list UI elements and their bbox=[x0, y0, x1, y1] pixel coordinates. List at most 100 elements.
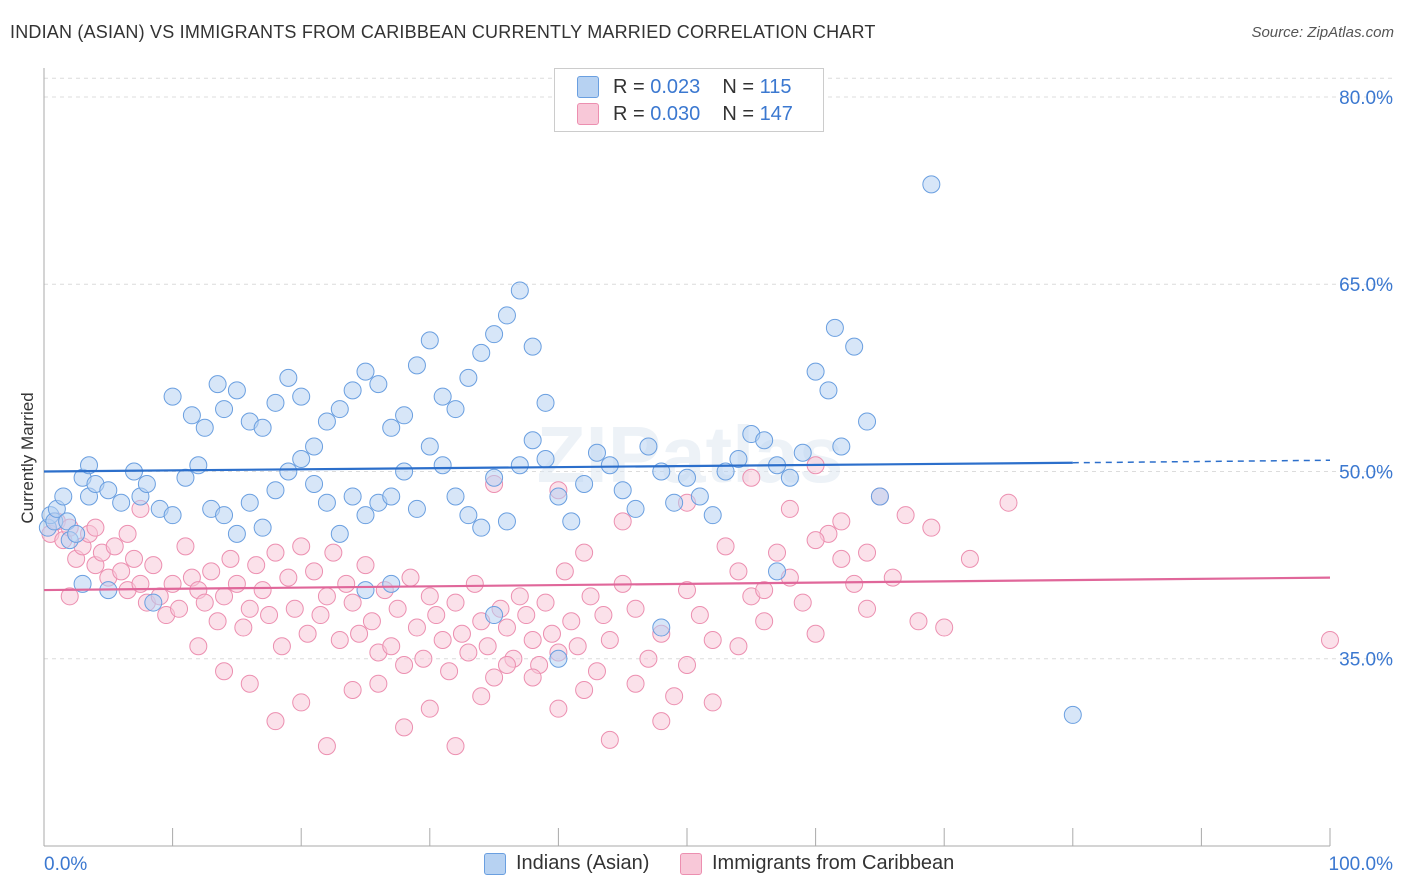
data-point-caribbean bbox=[832, 549, 851, 568]
data-point-indians bbox=[137, 474, 156, 493]
data-point-indians bbox=[253, 418, 272, 437]
data-point-caribbean bbox=[960, 549, 979, 568]
n-label: N = bbox=[722, 102, 760, 125]
data-point-indians bbox=[922, 175, 941, 194]
data-point-indians bbox=[485, 468, 504, 487]
data-point-indians bbox=[144, 593, 163, 612]
data-point-indians bbox=[163, 506, 182, 525]
data-point-indians bbox=[870, 487, 889, 506]
axes bbox=[43, 68, 1331, 847]
data-point-indians bbox=[768, 562, 787, 581]
data-point-caribbean bbox=[729, 562, 748, 581]
data-point-caribbean bbox=[452, 624, 471, 643]
data-point-caribbean bbox=[600, 730, 619, 749]
data-point-caribbean bbox=[780, 499, 799, 518]
data-point-caribbean bbox=[1321, 631, 1339, 650]
data-point-caribbean bbox=[523, 668, 542, 687]
data-point-indians bbox=[497, 306, 516, 325]
data-point-caribbean bbox=[337, 574, 356, 593]
data-point-indians bbox=[317, 412, 336, 431]
data-point-caribbean bbox=[613, 512, 632, 531]
data-point-caribbean bbox=[768, 543, 787, 562]
data-point-caribbean bbox=[247, 556, 266, 575]
data-point-indians bbox=[626, 499, 645, 518]
n-value: 147 bbox=[759, 102, 793, 125]
data-point-indians bbox=[330, 400, 349, 419]
r-value: 0.023 bbox=[650, 75, 701, 98]
legend-item-caribbean: Immigrants from Caribbean bbox=[680, 852, 954, 875]
data-point-caribbean bbox=[742, 468, 761, 487]
data-point-indians bbox=[292, 387, 311, 406]
data-point-indians bbox=[279, 368, 298, 387]
data-point-caribbean bbox=[240, 599, 259, 618]
data-point-indians bbox=[716, 462, 735, 481]
data-point-indians bbox=[215, 506, 234, 525]
data-point-caribbean bbox=[382, 637, 401, 656]
data-point-indians bbox=[227, 524, 246, 543]
data-point-indians bbox=[395, 406, 414, 425]
data-point-caribbean bbox=[317, 737, 336, 756]
data-point-indians bbox=[600, 456, 619, 475]
series-indians-points bbox=[38, 175, 1082, 724]
data-point-indians bbox=[832, 437, 851, 456]
data-point-indians bbox=[382, 487, 401, 506]
data-point-caribbean bbox=[433, 631, 452, 650]
data-point-caribbean bbox=[208, 612, 227, 631]
legend-label-caribbean: Immigrants from Caribbean bbox=[712, 852, 955, 874]
legend-item-indians: Indians (Asian) bbox=[484, 852, 649, 875]
series-caribbean-points bbox=[41, 456, 1339, 756]
data-point-caribbean bbox=[221, 549, 240, 568]
data-point-caribbean bbox=[202, 562, 221, 581]
data-point-caribbean bbox=[549, 699, 568, 718]
data-point-caribbean bbox=[446, 737, 465, 756]
data-point-indians bbox=[67, 524, 86, 543]
data-point-indians bbox=[208, 375, 227, 394]
data-point-caribbean bbox=[343, 680, 362, 699]
data-point-indians bbox=[793, 443, 812, 462]
data-point-indians bbox=[858, 412, 877, 431]
data-point-indians bbox=[356, 506, 375, 525]
data-point-caribbean bbox=[240, 674, 259, 693]
n-label: N = bbox=[722, 75, 760, 98]
data-point-indians bbox=[163, 387, 182, 406]
data-point-caribbean bbox=[594, 606, 613, 625]
data-point-indians bbox=[305, 437, 324, 456]
trend-lines bbox=[43, 459, 1331, 592]
data-point-caribbean bbox=[260, 606, 279, 625]
data-point-indians bbox=[510, 281, 529, 300]
data-point-indians bbox=[253, 518, 272, 537]
data-point-caribbean bbox=[292, 693, 311, 712]
data-point-indians bbox=[112, 493, 131, 512]
data-point-indians bbox=[1063, 705, 1082, 724]
data-point-caribbean bbox=[285, 599, 304, 618]
data-point-indians bbox=[407, 499, 426, 518]
data-point-caribbean bbox=[896, 506, 915, 525]
data-point-indians bbox=[549, 649, 568, 668]
data-point-indians bbox=[690, 487, 709, 506]
data-point-indians bbox=[227, 381, 246, 400]
legend-row-indians: R = 0.023 N = 115 bbox=[555, 74, 791, 100]
data-point-indians bbox=[639, 437, 658, 456]
data-point-caribbean bbox=[459, 643, 478, 662]
n-value: 115 bbox=[759, 75, 792, 98]
data-point-indians bbox=[382, 418, 401, 437]
data-point-caribbean bbox=[86, 518, 105, 537]
data-point-indians bbox=[330, 524, 349, 543]
data-point-indians bbox=[176, 468, 195, 487]
data-point-indians bbox=[446, 400, 465, 419]
data-point-caribbean bbox=[298, 624, 317, 643]
data-point-caribbean bbox=[440, 662, 459, 681]
data-point-caribbean bbox=[388, 599, 407, 618]
data-point-caribbean bbox=[626, 674, 645, 693]
data-point-indians bbox=[407, 356, 426, 375]
data-point-indians bbox=[58, 512, 77, 531]
data-point-indians bbox=[562, 512, 581, 531]
data-point-caribbean bbox=[266, 543, 285, 562]
data-point-caribbean bbox=[317, 587, 336, 606]
data-point-indians bbox=[433, 387, 452, 406]
x-tick-label: 0.0% bbox=[44, 854, 87, 875]
y-tick-labels: 35.0% 50.0% 65.0% 80.0% bbox=[1339, 88, 1393, 671]
data-point-indians bbox=[317, 493, 336, 512]
data-point-caribbean bbox=[324, 543, 343, 562]
data-point-indians bbox=[343, 487, 362, 506]
